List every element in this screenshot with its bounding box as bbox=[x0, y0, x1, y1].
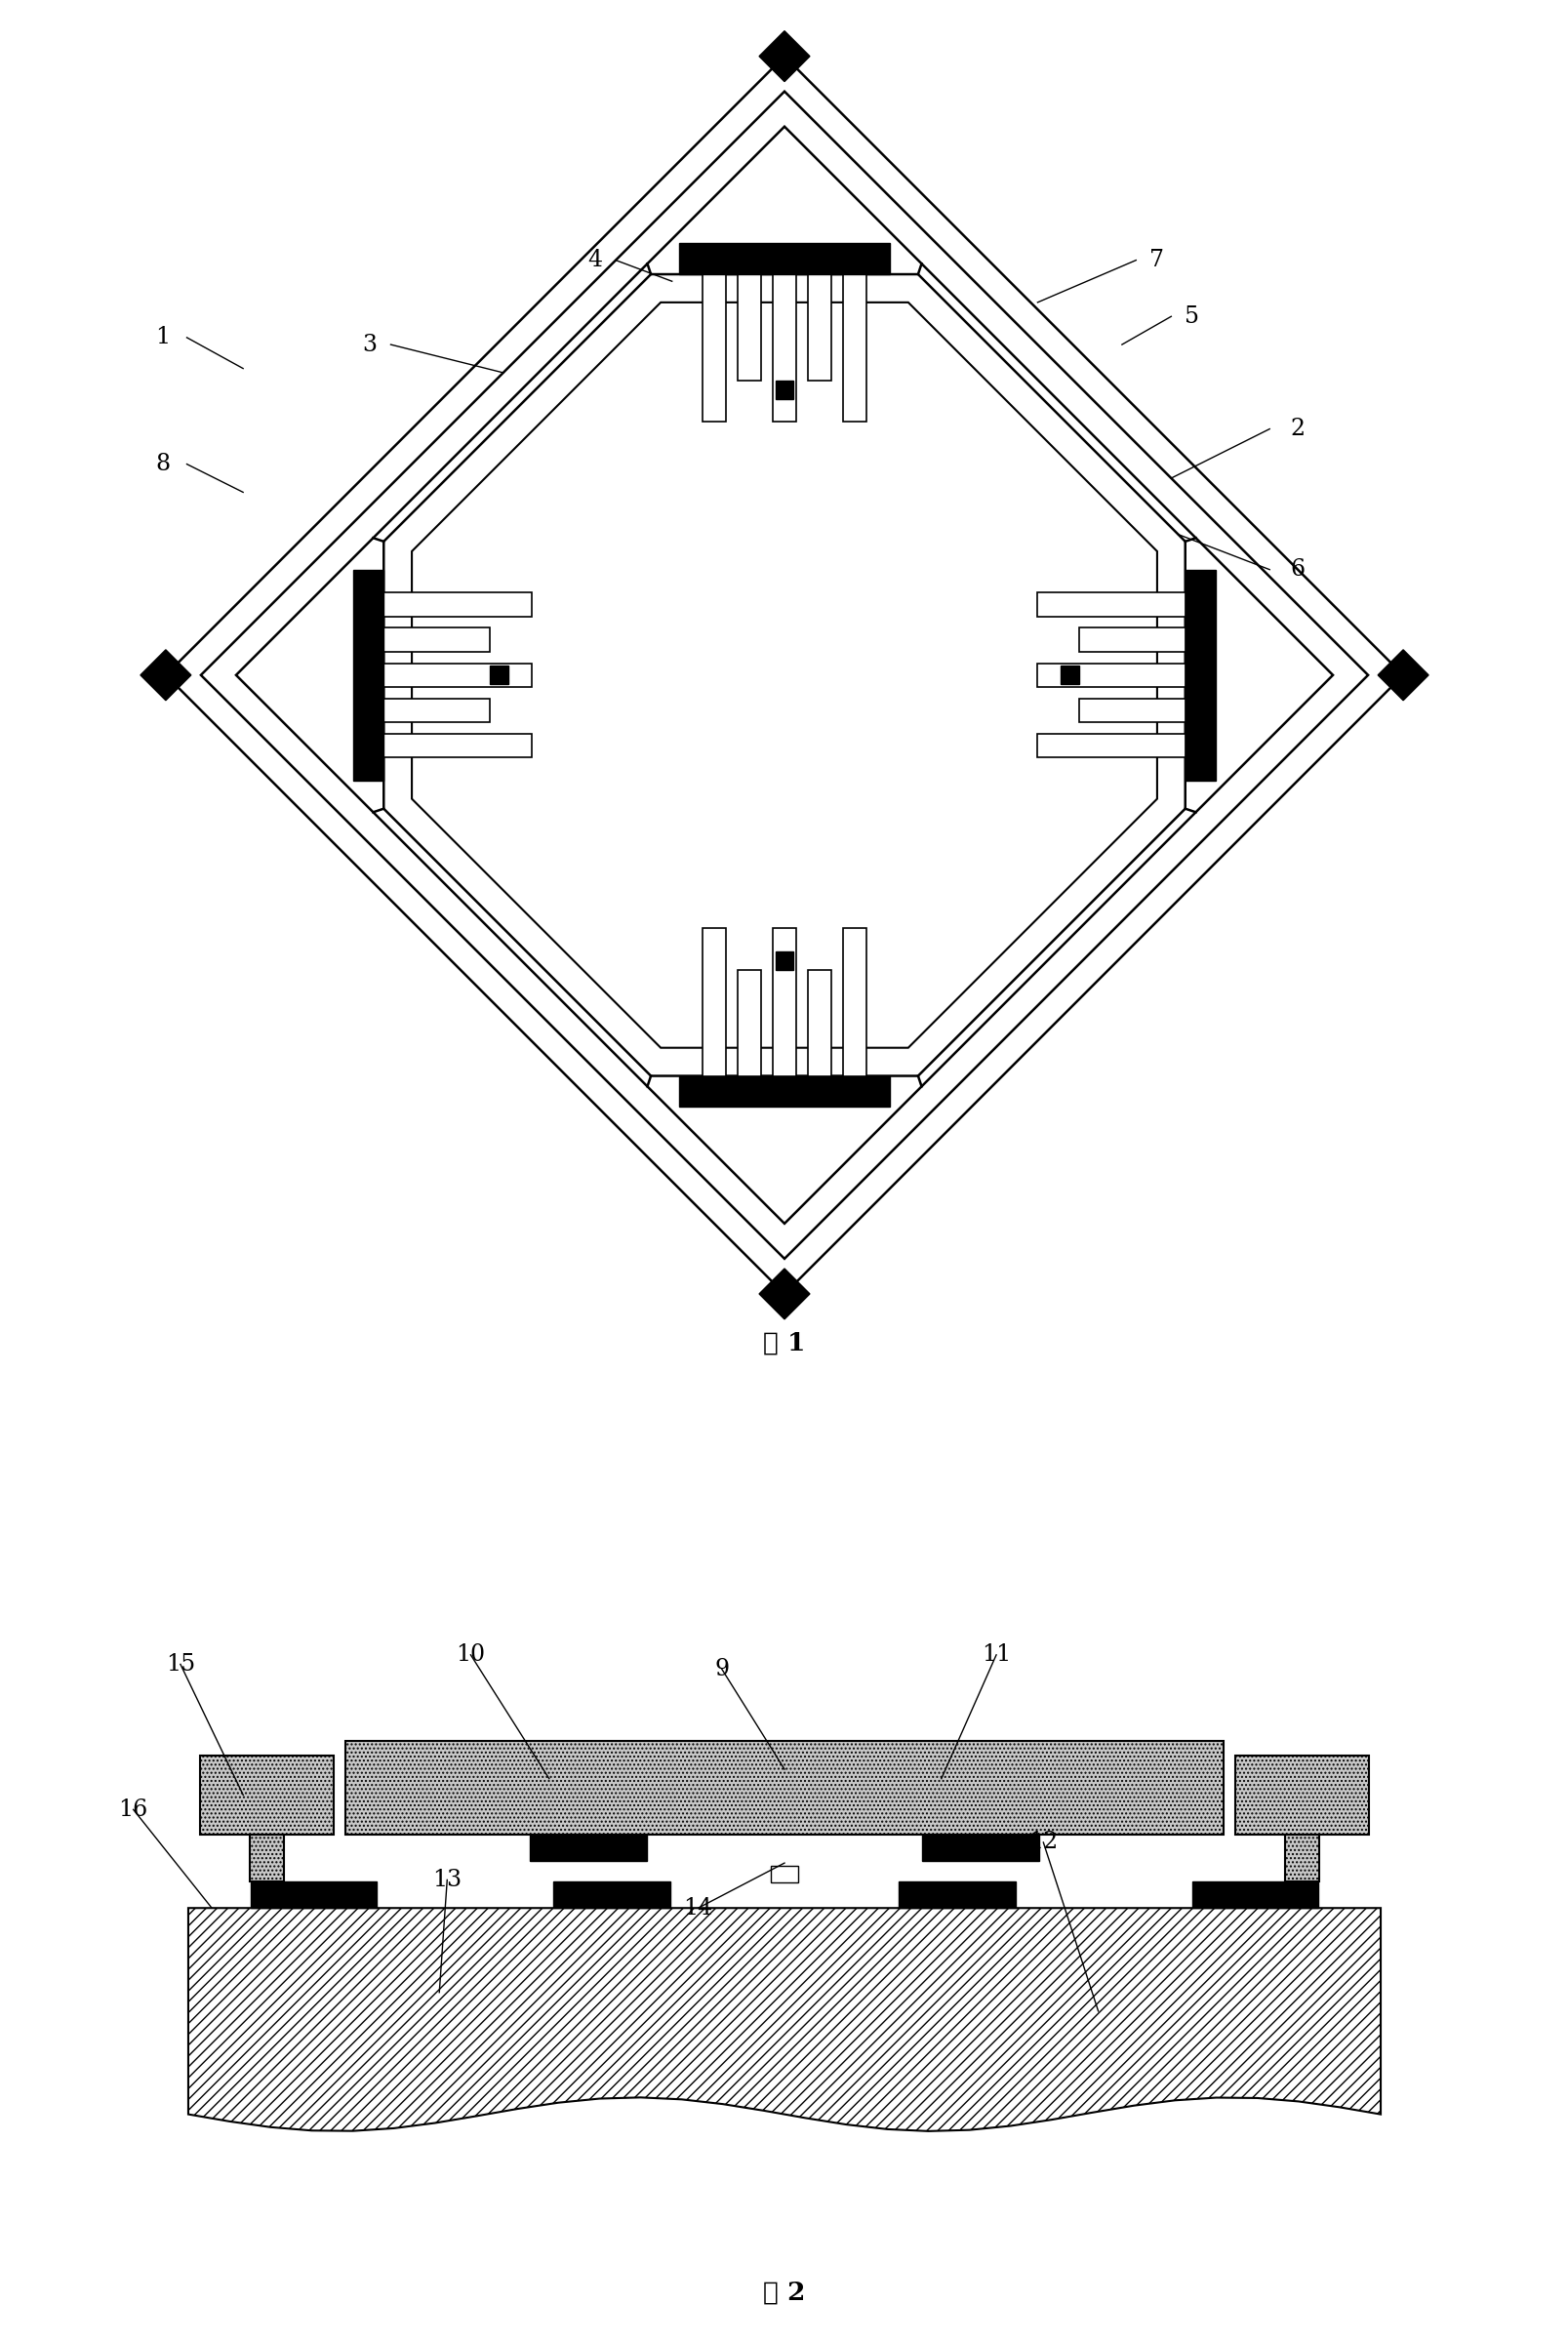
Text: 11: 11 bbox=[982, 1643, 1010, 1667]
Bar bbox=[201, 1756, 332, 1835]
Text: 7: 7 bbox=[1149, 248, 1163, 272]
Bar bbox=[1036, 593, 1184, 616]
Text: 3: 3 bbox=[362, 333, 376, 356]
Bar bbox=[489, 666, 508, 684]
Bar bbox=[775, 380, 793, 398]
Text: 5: 5 bbox=[1184, 305, 1200, 328]
Text: 14: 14 bbox=[684, 1896, 712, 1920]
Bar bbox=[1036, 663, 1184, 687]
Bar bbox=[775, 952, 793, 970]
Bar bbox=[897, 1882, 1016, 1908]
Bar bbox=[771, 274, 797, 422]
Text: 13: 13 bbox=[433, 1868, 461, 1892]
Bar bbox=[737, 970, 760, 1076]
Bar bbox=[808, 274, 831, 380]
Bar bbox=[249, 1835, 284, 1882]
Bar bbox=[1184, 570, 1215, 781]
Bar bbox=[737, 274, 760, 380]
Polygon shape bbox=[759, 1268, 809, 1320]
Bar bbox=[251, 1882, 376, 1908]
Bar bbox=[384, 663, 532, 687]
Bar bbox=[384, 699, 489, 722]
Polygon shape bbox=[141, 649, 191, 701]
Bar bbox=[842, 928, 866, 1076]
Bar bbox=[353, 570, 384, 781]
Polygon shape bbox=[759, 30, 809, 82]
Text: 8: 8 bbox=[155, 452, 171, 476]
Bar bbox=[702, 928, 726, 1076]
Text: 16: 16 bbox=[119, 1798, 147, 1821]
Bar bbox=[679, 244, 889, 274]
Text: 6: 6 bbox=[1289, 558, 1305, 581]
Text: 2: 2 bbox=[1289, 417, 1305, 441]
Text: 12: 12 bbox=[1029, 1831, 1057, 1854]
Bar bbox=[679, 1076, 889, 1106]
Polygon shape bbox=[188, 1908, 1380, 2131]
Text: 图 1: 图 1 bbox=[764, 1331, 804, 1355]
Bar bbox=[1236, 1756, 1369, 1835]
Text: 1: 1 bbox=[155, 326, 171, 349]
Bar bbox=[1036, 734, 1184, 757]
Bar bbox=[530, 1835, 648, 1861]
Text: 10: 10 bbox=[456, 1643, 485, 1667]
Bar bbox=[770, 1866, 798, 1882]
Bar bbox=[345, 1742, 1223, 1835]
Bar bbox=[922, 1835, 1040, 1861]
Bar bbox=[554, 1882, 671, 1908]
Bar bbox=[1284, 1835, 1319, 1882]
Bar bbox=[842, 274, 866, 422]
Text: 图 2: 图 2 bbox=[764, 2281, 804, 2304]
Polygon shape bbox=[1377, 649, 1427, 701]
Bar bbox=[1079, 628, 1184, 652]
Bar bbox=[384, 593, 532, 616]
Bar bbox=[808, 970, 831, 1076]
Text: 9: 9 bbox=[713, 1657, 729, 1681]
Bar bbox=[384, 628, 489, 652]
Bar bbox=[384, 734, 532, 757]
Bar bbox=[771, 928, 797, 1076]
Bar bbox=[1079, 699, 1184, 722]
Text: 15: 15 bbox=[166, 1653, 194, 1676]
Bar bbox=[702, 274, 726, 422]
Text: 4: 4 bbox=[586, 248, 602, 272]
Bar bbox=[1192, 1882, 1317, 1908]
Bar bbox=[1060, 666, 1079, 684]
